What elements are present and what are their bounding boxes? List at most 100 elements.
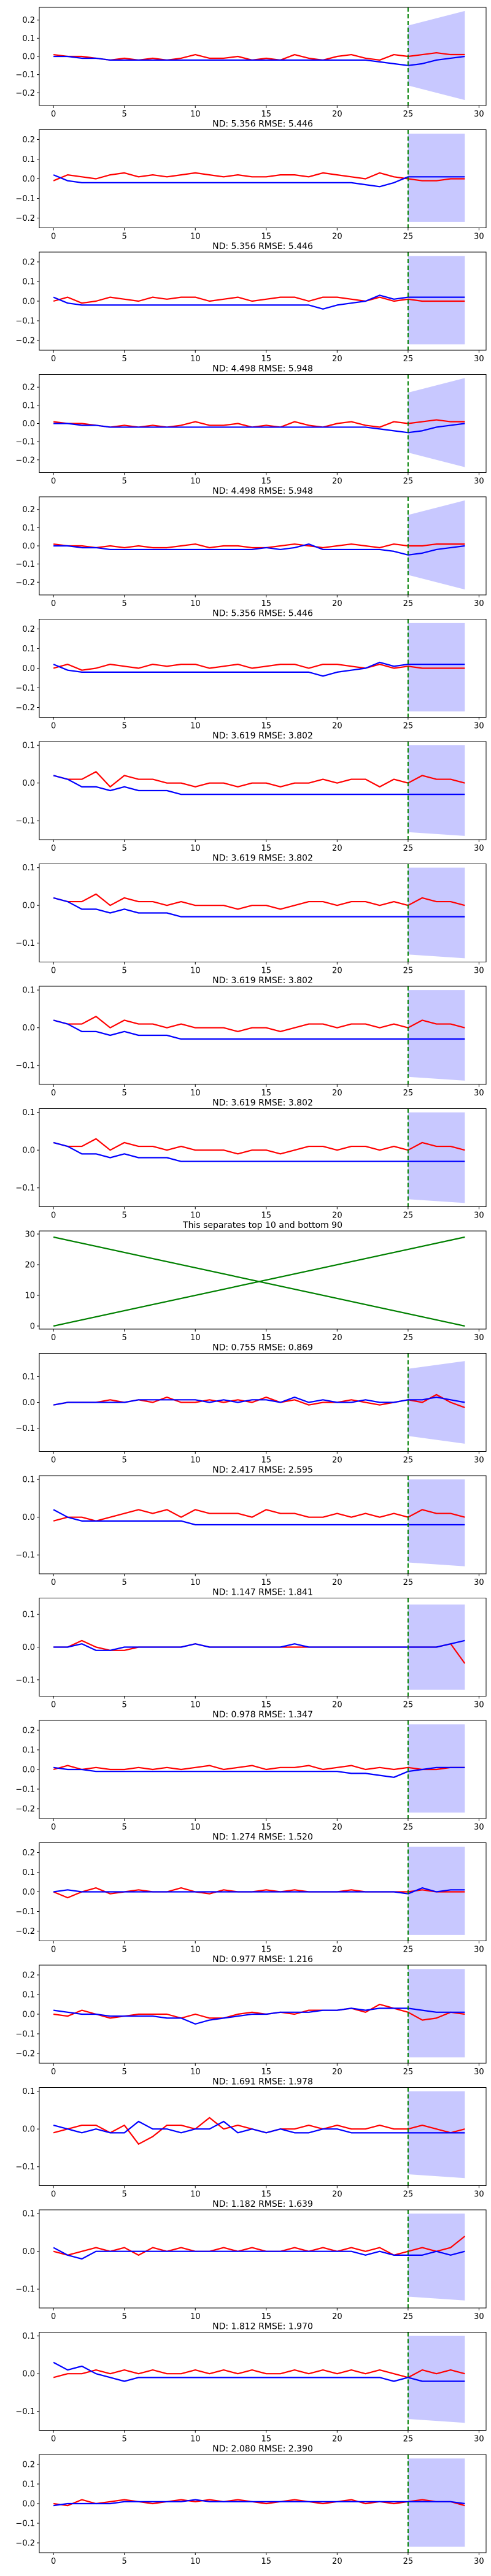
x-tick-label: 5 [122,2435,127,2444]
subplot-title: ND: 5.356 RMSE: 5.446 [212,120,313,129]
y-tick-label: 0.0 [22,779,35,788]
x-tick-label: 25 [403,1333,414,1343]
x-tick-label: 20 [332,232,342,242]
y-tick-label: 0.1 [22,524,35,533]
x-tick-label: 5 [122,1089,127,1098]
x-tick-label: 15 [261,1578,272,1587]
y-tick-label: −0.1 [15,1424,35,1433]
axes-frame [39,741,487,840]
target-line [53,52,465,61]
prediction-band [408,2336,465,2423]
y-tick-label: 0.0 [22,2247,35,2256]
subplot-15: ND: 0.978 RMSE: 1.347 0 5 10 15 20 25 30 −0.2 −0.… [15,1710,487,1832]
y-tick-label: 0.0 [22,297,35,307]
x-tick-label: 15 [261,1211,272,1221]
x-tick-label: 30 [474,1945,484,1955]
x-tick-label: 10 [190,355,201,364]
x-tick-label: 30 [474,1823,484,1832]
forecast-line [53,661,465,677]
x-tick-label: 5 [122,1456,127,1465]
y-tick-label: 0.1 [22,2210,35,2219]
plot-area [53,129,465,228]
x-tick-label: 10 [190,1945,201,1955]
y-tick-label: −0.1 [15,939,35,948]
x-tick-label: 5 [122,1701,127,1710]
prediction-band [408,1479,465,1566]
y-tick-label: −0.1 [15,2407,35,2417]
plot-area [53,1598,466,1696]
x-tick-label: 10 [190,477,201,486]
forecast-line [53,1509,465,1526]
x-tick-label: 10 [190,110,201,119]
forecast-line [53,174,465,188]
x-tick-label: 10 [190,844,201,853]
target-line [53,543,465,549]
subplot-7: ND: 3.619 RMSE: 3.802 0 5 10 15 20 25 30 −0.1 0.0… [15,731,487,853]
x-tick-label: 15 [261,599,272,608]
x-tick-label: 0 [51,2068,56,2077]
subplot-9: ND: 3.619 RMSE: 3.802 0 5 10 15 20 25 30 −0.1 0.0… [15,976,487,1098]
x-tick-label: 30 [474,2190,484,2199]
y-tick-label: −0.1 [15,438,35,447]
axes-frame [39,2209,487,2309]
x-tick-label: 20 [332,967,342,976]
x-tick-label: 15 [261,1945,272,1955]
y-tick-label: −0.1 [15,560,35,569]
x-tick-label: 30 [474,110,484,119]
x-tick-label: 25 [403,1823,414,1832]
y-tick-label: −0.1 [15,1676,35,1685]
x-tick-label: 5 [122,232,127,242]
prediction-band [408,2214,465,2301]
x-tick-label: 0 [51,1211,56,1221]
y-tick-label: 0.2 [22,136,35,145]
forecast-line [53,543,465,556]
subplot-17: ND: 0.977 RMSE: 1.216 0 5 10 15 20 25 30 −0.2 −0.… [15,1955,487,2077]
x-tick-label: 0 [51,1333,56,1343]
x-tick-label: 0 [51,722,56,731]
y-tick-label: 0.2 [22,1727,35,1736]
subplot-5: ND: 4.498 RMSE: 5.948 0 5 10 15 20 25 30 −0.2 −0.… [15,486,487,608]
target-line [53,893,465,910]
prediction-band [408,256,465,345]
subplot-title: ND: 1.812 RMSE: 1.970 [212,2322,313,2332]
y-tick-label: −0.1 [15,1907,35,1917]
y-tick-label: 0.0 [22,175,35,184]
subplot-title: ND: 2.080 RMSE: 2.390 [212,2444,313,2454]
forecast-line [53,294,465,310]
y-tick-label: 0.1 [22,1746,35,1755]
y-tick-label: 0.2 [22,383,35,393]
forecast-line [53,1639,465,1651]
target-line [53,2499,465,2507]
x-tick-label: 20 [332,2557,342,2566]
y-tick-label: 0.2 [22,258,35,267]
subplot-12: ND: 0.755 RMSE: 0.869 0 5 10 15 20 25 30 −0.1 0.0… [15,1343,487,1465]
plot-area [53,2210,466,2308]
plot-area [53,1476,465,1574]
y-tick-label: 0.1 [22,742,35,751]
x-tick-label: 20 [332,1089,342,1098]
forecast-line [53,2007,465,2025]
y-tick-label: 0.1 [22,155,35,164]
y-tick-label: 0.0 [22,2125,35,2134]
x-tick-label: 5 [122,2190,127,2199]
y-tick-label: −0.1 [15,817,35,826]
forecast-line [53,1887,465,1895]
x-tick-label: 5 [122,722,127,731]
x-tick-label: 5 [122,477,127,486]
x-tick-label: 15 [261,1823,272,1832]
x-tick-label: 5 [122,844,127,853]
x-tick-label: 15 [261,2068,272,2077]
y-tick-label: −0.1 [15,2520,35,2529]
target-line [53,172,465,182]
subplot-title: ND: 3.619 RMSE: 3.802 [212,854,313,864]
y-tick-label: 0.1 [22,986,35,995]
subplot-8: ND: 3.619 RMSE: 3.802 0 5 10 15 20 25 30 −0.1 0.0… [15,854,487,976]
x-tick-label: 20 [332,599,342,608]
y-tick-label: −0.2 [15,2050,35,2059]
subplot-title: ND: 0.977 RMSE: 1.216 [212,1955,313,1965]
subplot-title: ND: 4.498 RMSE: 5.948 [212,486,313,496]
x-tick-label: 10 [190,1823,201,1832]
target-line [53,419,465,428]
x-tick-label: 0 [51,232,56,242]
